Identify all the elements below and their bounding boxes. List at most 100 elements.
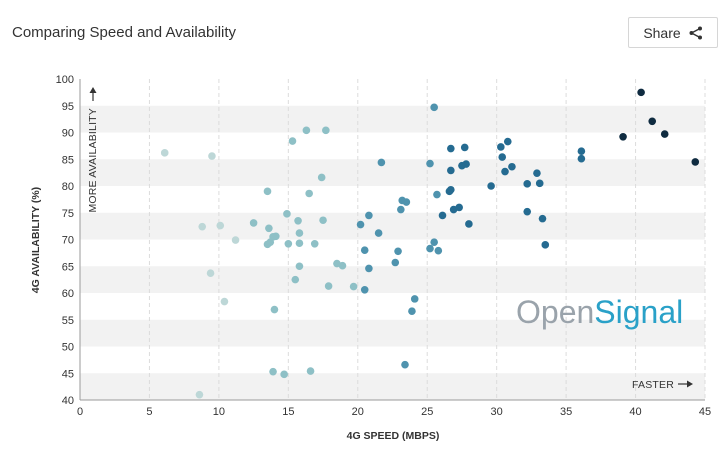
data-point[interactable] [538,214,547,223]
data-point[interactable] [397,205,405,214]
data-point[interactable] [198,222,207,231]
data-point[interactable] [462,160,470,168]
data-point[interactable] [208,152,216,160]
data-point[interactable] [426,159,434,168]
data-point[interactable] [434,246,443,255]
data-point[interactable] [322,126,330,135]
data-point[interactable] [269,367,277,376]
data-point[interactable] [294,216,302,225]
share-icon [689,26,703,40]
data-point[interactable] [317,173,326,182]
data-point[interactable] [249,219,258,227]
data-point[interactable] [310,239,319,248]
x-axis-title: 4G SPEED (MBPS) [347,430,440,442]
data-point[interactable] [305,189,313,198]
y-tick-label: 95 [62,101,74,113]
data-point[interactable] [160,149,169,157]
tick-labels: 40 45 50 55 60 65 70 75 80 85 90 95 100 0 5 10 15 20 25 30 3… [56,74,711,418]
data-point[interactable] [460,143,469,152]
data-point[interactable] [455,203,463,212]
data-point[interactable] [360,246,369,254]
data-point[interactable] [430,103,438,112]
data-point[interactable] [265,224,273,233]
data-point[interactable] [487,182,495,190]
data-point[interactable] [360,285,369,294]
data-point[interactable] [660,130,669,138]
grid-band [80,266,705,293]
data-point[interactable] [523,180,532,188]
axes [79,79,705,401]
y-tick-label: 55 [62,315,74,327]
data-point[interactable] [365,264,373,273]
data-point[interactable] [284,239,293,248]
data-point[interactable] [288,137,297,145]
data-point[interactable] [306,367,315,375]
data-point[interactable] [270,305,279,314]
data-point[interactable] [377,158,386,167]
data-point[interactable] [648,117,657,126]
y-tick-label: 45 [62,368,74,380]
y-tick-label: 60 [62,288,74,300]
x-tick-label: 35 [560,406,572,418]
data-point[interactable] [577,147,586,156]
data-point[interactable] [577,154,586,163]
data-point[interactable] [394,247,402,256]
y-axis-annotation: MORE AVAILABILITY [87,87,99,213]
data-point[interactable] [447,144,455,153]
data-point[interactable] [401,360,409,369]
x-tick-label: 0 [77,406,83,418]
data-point[interactable] [365,211,373,220]
data-point[interactable] [206,269,215,278]
data-point[interactable] [523,207,532,216]
data-point[interactable] [410,295,419,303]
data-point[interactable] [447,166,455,175]
data-points [160,88,700,399]
faster-label: FASTER [632,379,674,391]
data-point[interactable] [402,198,411,206]
data-point[interactable] [535,179,544,188]
data-point[interactable] [508,162,516,171]
data-point[interactable] [283,210,291,218]
data-point[interactable] [408,307,416,315]
data-point[interactable] [220,297,229,306]
x-tick-label: 30 [491,406,503,418]
data-point[interactable] [637,88,645,97]
data-point[interactable] [426,244,434,253]
data-point[interactable] [319,216,327,225]
data-point[interactable] [324,282,333,290]
x-tick-label: 40 [629,406,641,418]
data-point[interactable] [430,238,438,246]
data-point[interactable] [231,236,240,244]
data-point[interactable] [465,220,473,228]
data-point[interactable] [498,153,507,161]
data-point[interactable] [295,229,304,237]
data-point[interactable] [433,190,441,199]
data-point[interactable] [216,221,225,230]
data-point[interactable] [302,126,311,135]
data-point[interactable] [541,241,550,249]
data-point[interactable] [356,220,365,229]
x-tick-label: 45 [699,406,711,418]
data-point[interactable] [438,211,447,220]
data-point[interactable] [349,282,358,291]
data-point[interactable] [195,390,204,399]
data-point[interactable] [374,229,383,237]
data-point[interactable] [691,158,700,166]
grid-band [80,373,705,400]
data-point[interactable] [263,187,272,196]
data-point[interactable] [338,261,347,270]
data-point[interactable] [497,143,505,151]
data-point[interactable] [619,132,627,141]
data-point[interactable] [533,169,541,177]
data-point[interactable] [503,137,512,146]
data-point[interactable] [291,275,300,284]
data-point[interactable] [447,185,455,194]
data-point[interactable] [391,258,400,267]
data-point[interactable] [501,167,509,176]
data-point[interactable] [272,232,280,241]
data-point[interactable] [280,370,288,379]
share-button[interactable]: Share [628,17,718,48]
data-point[interactable] [295,262,304,271]
data-point[interactable] [295,239,304,248]
share-button-label: Share [643,24,681,41]
